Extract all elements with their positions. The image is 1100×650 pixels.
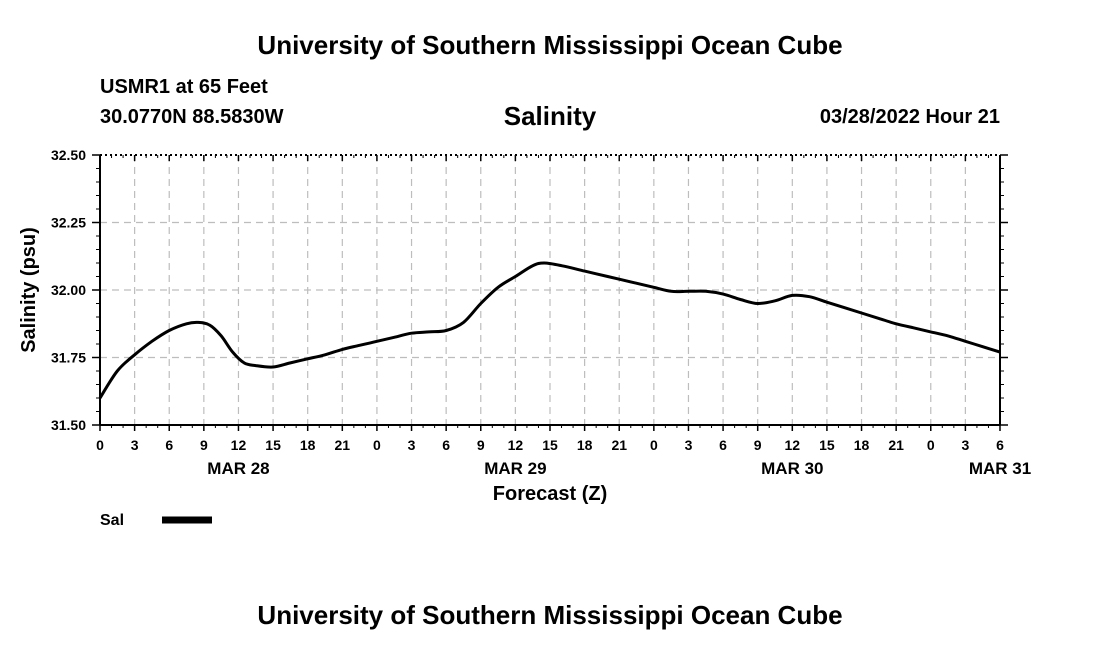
x-tick-label: 9 <box>477 437 485 453</box>
footer-title: University of Southern Mississippi Ocean… <box>257 600 843 630</box>
chart-legend: Sal <box>100 512 212 529</box>
date-label: MAR 28 <box>207 459 269 478</box>
x-tick-label: 0 <box>927 437 935 453</box>
coordinates-label: 30.0770N 88.5830W <box>100 106 284 128</box>
legend-label: Sal <box>100 512 124 529</box>
y-tick-label: 31.50 <box>51 417 86 433</box>
x-tick-label: 3 <box>685 437 693 453</box>
x-tick-label: 12 <box>785 437 801 453</box>
y-tick-label: 32.25 <box>51 215 86 231</box>
x-tick-label: 6 <box>996 437 1004 453</box>
chart-grid <box>100 155 1000 425</box>
x-tick-label: 6 <box>165 437 173 453</box>
y-axis-label: Salinity (psu) <box>18 227 40 353</box>
x-tick-label: 12 <box>231 437 247 453</box>
date-label: MAR 29 <box>484 459 546 478</box>
x-tick-label: 15 <box>542 437 558 453</box>
x-axis-label: Forecast (Z) <box>493 483 607 505</box>
x-tick-label: 21 <box>611 437 627 453</box>
x-tick-label: 18 <box>300 437 316 453</box>
issue-datetime: 03/28/2022 Hour 21 <box>819 106 1000 128</box>
y-tick-label: 32.50 <box>51 147 86 163</box>
page-title: University of Southern Mississippi Ocean… <box>257 30 843 60</box>
x-tick-label: 0 <box>373 437 381 453</box>
x-tick-label: 3 <box>408 437 416 453</box>
x-tick-label: 0 <box>96 437 104 453</box>
chart-series <box>98 261 1001 399</box>
chart-axes: 0 3 6 9 12 15 18 21 0 3 6 9 12 15 18 21 0 3 6 9 12 15 18 21 0 3 6 M… <box>51 147 1031 478</box>
x-tick-label: 3 <box>961 437 969 453</box>
x-tick-label: 15 <box>819 437 835 453</box>
x-tick-label: 9 <box>754 437 762 453</box>
x-tick-label: 15 <box>265 437 281 453</box>
date-label: MAR 31 <box>969 459 1031 478</box>
x-tick-label: 21 <box>888 437 904 453</box>
x-tick-label: 18 <box>577 437 593 453</box>
x-tick-label: 9 <box>200 437 208 453</box>
x-tick-label: 21 <box>335 437 351 453</box>
station-label: USMR1 at 65 Feet <box>100 76 268 98</box>
y-tick-label: 31.75 <box>51 350 86 366</box>
x-tick-label: 6 <box>442 437 450 453</box>
salinity-chart: 0 3 6 9 12 15 18 21 0 3 6 9 12 15 18 21 0 3 6 9 12 15 18 21 0 3 6 M… <box>18 147 1031 529</box>
series-line-sal <box>98 261 1001 399</box>
x-tick-label: 3 <box>131 437 139 453</box>
x-tick-label: 18 <box>854 437 870 453</box>
y-tick-label: 32.00 <box>51 282 86 298</box>
date-label: MAR 30 <box>761 459 823 478</box>
x-tick-label: 0 <box>650 437 658 453</box>
x-tick-label: 6 <box>719 437 727 453</box>
x-tick-label: 12 <box>508 437 524 453</box>
chart-title: Salinity <box>503 101 597 131</box>
